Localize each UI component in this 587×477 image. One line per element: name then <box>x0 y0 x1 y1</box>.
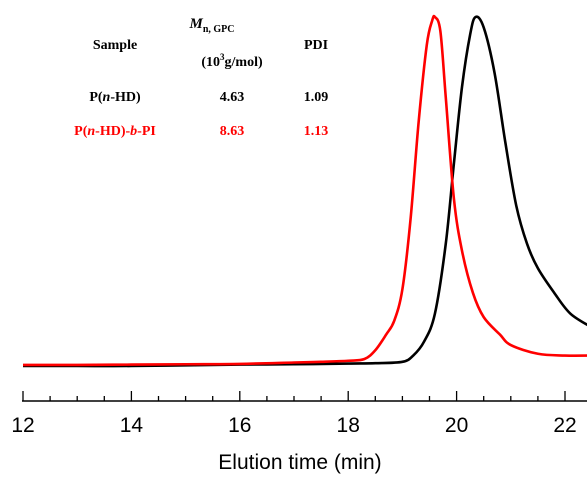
header-mn-unit-open: (10 <box>201 55 220 70</box>
header-mn-unit-close: g/mol) <box>225 55 263 70</box>
x-axis-tick-labels: 12 14 16 18 20 22 <box>11 414 576 437</box>
row-pdi-value: 1.09 <box>304 90 329 105</box>
x-tick-label: 14 <box>120 414 144 437</box>
row-pdi-value: 1.13 <box>304 124 329 139</box>
x-tick-label: 20 <box>445 414 468 437</box>
series-line-p-n-hd-b-pi <box>23 16 587 365</box>
series-line-p-n-hd <box>23 17 587 366</box>
x-axis-label: Elution time (min) <box>218 451 381 474</box>
row-sample-name: P(n-HD)-b-PI <box>74 124 156 139</box>
row-sample-name: P(n-HD) <box>89 90 141 105</box>
series-layer <box>23 16 587 366</box>
x-axis-ticks <box>23 391 587 401</box>
header-mn-main: M <box>188 16 203 32</box>
row-mn-value: 4.63 <box>220 90 245 105</box>
x-tick-label: 12 <box>11 414 34 437</box>
header-pdi: PDI <box>304 38 328 53</box>
x-tick-label: 18 <box>337 414 360 437</box>
header-mn: Mn, GPC <box>188 16 234 35</box>
row-mn-value: 8.63 <box>220 124 245 139</box>
header-mn-unit: (103g/mol) <box>201 52 263 70</box>
table-rows: P(n-HD) 4.63 1.09 P(n-HD)-b-PI 8.63 1.13 <box>74 90 328 139</box>
header-sample: Sample <box>93 38 137 53</box>
sample-table: Sample Mn, GPC (103g/mol) PDI P(n-HD) 4.6… <box>74 16 328 139</box>
x-tick-label: 22 <box>553 414 576 437</box>
header-mn-sub: n, GPC <box>203 24 235 35</box>
x-tick-label: 16 <box>228 414 251 437</box>
